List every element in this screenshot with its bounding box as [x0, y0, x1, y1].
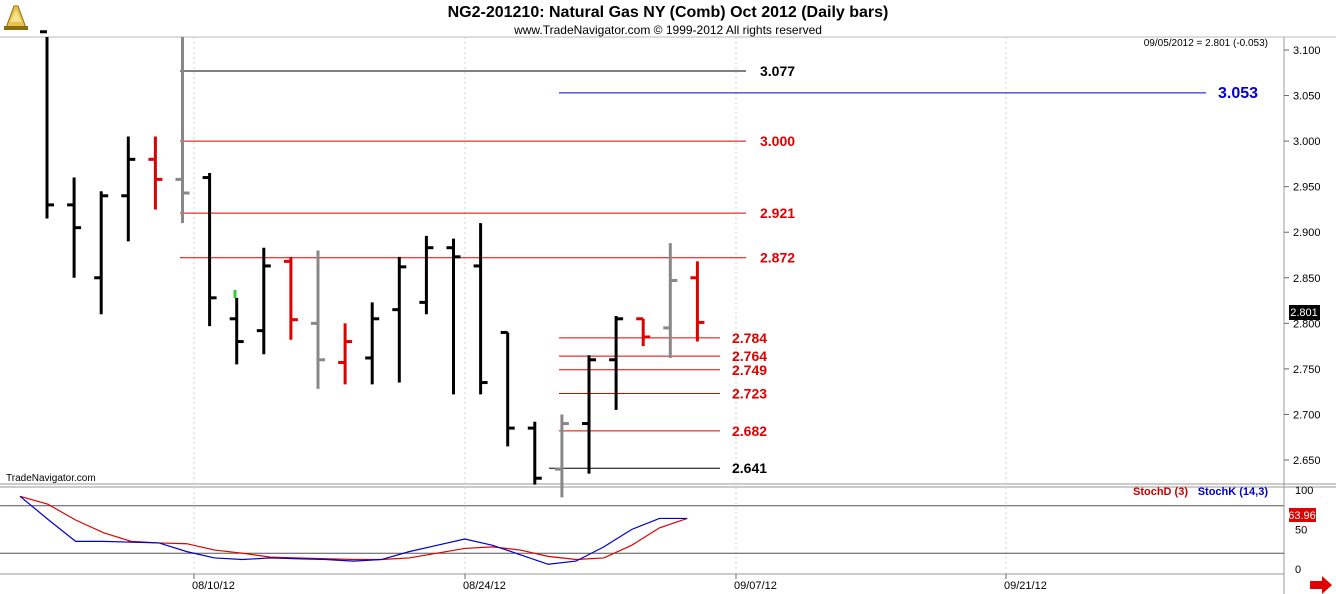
level-label: 2.764 — [732, 348, 767, 364]
ohlc-bar — [40, 30, 54, 219]
ohlc-bar — [609, 316, 624, 410]
ohlc-bar — [94, 191, 109, 315]
level-label: 2.749 — [732, 362, 767, 378]
stochastic-pane: 100 50 0 — [0, 485, 1313, 576]
ohlc-bar — [256, 247, 271, 355]
price-tick-label: 2.900 — [1293, 227, 1321, 239]
stoch-tick-label: 100 — [1295, 485, 1313, 497]
ohlc-bar — [338, 323, 353, 385]
level-label: 2.682 — [732, 423, 767, 439]
ohlc-bar — [446, 238, 461, 395]
ohlc-bar — [283, 256, 298, 340]
price-tick-label: 2.850 — [1293, 273, 1321, 285]
watermark: TradeNavigator.com — [6, 473, 96, 484]
grid — [193, 37, 1007, 574]
copyright: www.TradeNavigator.com © 1999-2012 All r… — [513, 23, 822, 37]
price-tick-label: 2.700 — [1293, 409, 1321, 421]
price-axis-ticks: 3.100 3.050 3.000 2.950 2.900 2.850 2.800 2.750… — [1284, 45, 1321, 467]
price-tick-label: 2.800 — [1293, 318, 1321, 330]
level-label: 2.872 — [760, 250, 795, 266]
price-tick-label: 3.100 — [1293, 45, 1321, 57]
ohlc-bar — [365, 302, 380, 385]
ohlc-bar — [419, 235, 434, 315]
svg-text:2.801: 2.801 — [1290, 307, 1318, 319]
stoch-line-0 — [19, 495, 688, 561]
price-tick-label: 3.050 — [1293, 91, 1321, 103]
date-axis-ticks: 08/10/12 08/24/12 09/07/12 09/21/12 — [192, 574, 1047, 592]
ohlc-bar — [636, 317, 651, 347]
legend-stochd: StochD (3) — [1133, 486, 1188, 498]
stoch-tick-label: 50 — [1295, 525, 1307, 537]
ohlc-bar — [311, 250, 325, 389]
ohlc-bar — [500, 330, 515, 447]
price-bars — [40, 30, 705, 498]
price-tick-label: 3.000 — [1293, 136, 1321, 148]
stoch-line-1 — [19, 495, 688, 565]
level-label: 2.723 — [732, 385, 767, 401]
ohlc-bar — [121, 136, 136, 242]
ohlc-bar — [175, 37, 190, 224]
level-label: 2.641 — [732, 460, 767, 476]
price-levels: 3.077 3.053 3.000 2.921 2.872 2.784 2.7642.749… — [180, 63, 1258, 476]
ohlc-bar — [690, 261, 705, 342]
level-label: 2.921 — [760, 205, 795, 221]
date-tick-label: 09/21/12 — [1004, 580, 1047, 592]
date-tick-label: 09/07/12 — [734, 580, 777, 592]
stoch-tick-label: 0 — [1295, 564, 1301, 576]
ohlc-bar — [554, 414, 569, 498]
chart-title: NG2-201210: Natural Gas NY (Comb) Oct 20… — [448, 4, 889, 21]
price-tick-label: 2.750 — [1293, 364, 1321, 376]
price-tick-label: 2.650 — [1293, 455, 1321, 467]
svg-text:63.96: 63.96 — [1288, 510, 1316, 522]
ohlc-bar — [663, 243, 678, 358]
level-label: 3.077 — [760, 63, 795, 79]
ohlc-bar — [582, 355, 596, 474]
ohlc-bar — [67, 177, 82, 278]
level-label: 3.053 — [1218, 85, 1258, 102]
legend-stochk: StochK (14,3) — [1198, 486, 1269, 498]
ohlc-bar — [473, 223, 488, 395]
date-tick-label: 08/24/12 — [463, 580, 506, 592]
price-tick-label: 2.950 — [1293, 182, 1321, 194]
scroll-right-arrow-icon[interactable] — [1310, 576, 1332, 594]
last-quote: 09/05/2012 = 2.801 (-0.053) — [1144, 38, 1268, 49]
ohlc-bar — [527, 421, 542, 485]
ohlc-bar — [148, 136, 163, 210]
ohlc-bar — [202, 173, 217, 327]
level-label: 2.784 — [732, 330, 767, 346]
level-label: 3.000 — [760, 133, 795, 149]
logo-icon — [4, 5, 28, 30]
current-price-tag: 2.801 — [1289, 305, 1320, 320]
date-tick-label: 08/10/12 — [192, 580, 235, 592]
ohlc-bar — [392, 256, 407, 383]
ohlc-bar — [229, 297, 244, 365]
stoch-value-tag: 63.96 — [1288, 508, 1316, 522]
